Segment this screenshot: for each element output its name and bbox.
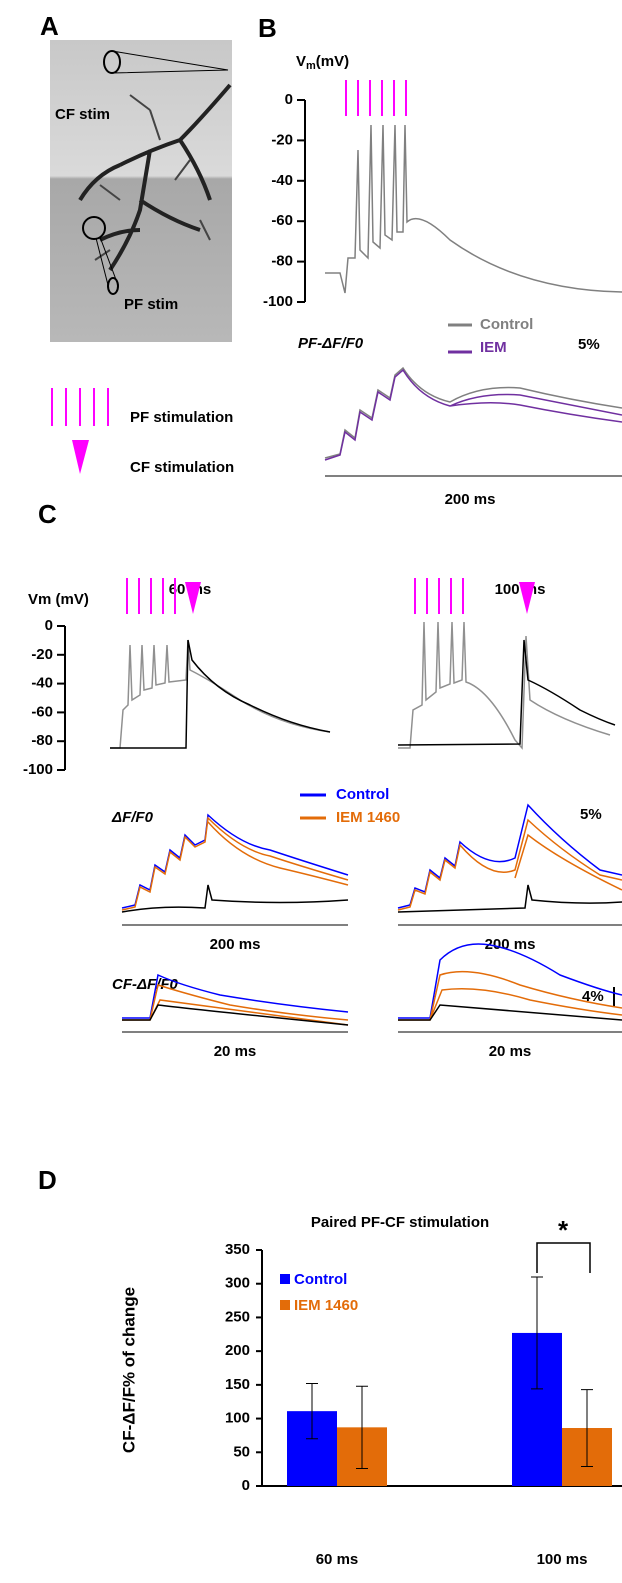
- electrode-body: [111, 50, 229, 74]
- y-tick-label: 0: [45, 617, 53, 634]
- y-tick-label: -20: [271, 131, 293, 148]
- vm-trace: [110, 639, 616, 749]
- vm-trace: [110, 621, 611, 750]
- cf-trace: [122, 943, 622, 1019]
- time-label: 200 ms: [445, 491, 496, 508]
- time-label: 200 ms: [485, 936, 536, 953]
- y-tick-label: -40: [271, 172, 293, 189]
- error-bar: [306, 1383, 318, 1440]
- legend-label: Control: [336, 786, 389, 803]
- y-tick-label: 50: [233, 1443, 250, 1460]
- scale-label: 5%: [578, 336, 600, 353]
- legend-label: IEM: [480, 339, 507, 356]
- trace-label: PF-ΔF/F0: [298, 335, 364, 352]
- panel-label: C: [38, 499, 57, 529]
- y-tick-label: -60: [271, 212, 293, 229]
- y-tick-label: -20: [31, 646, 53, 663]
- electrode: [107, 277, 119, 295]
- label: CF stimulation: [130, 459, 234, 476]
- y-tick-label: -40: [31, 675, 53, 692]
- y-tick-label: 200: [225, 1342, 250, 1359]
- cf-stim-icon: [72, 440, 89, 474]
- unit: (mV): [316, 53, 349, 70]
- legend-label: IEM 1460: [336, 809, 400, 826]
- y-tick-label: 300: [225, 1275, 250, 1292]
- y-tick-label: 0: [285, 91, 293, 108]
- pf-stim-icon: [51, 388, 109, 426]
- axis-label: Vm(mV): [296, 53, 349, 72]
- error-bar: [581, 1389, 593, 1467]
- vm-trace: [325, 124, 622, 294]
- df-trace: [121, 884, 622, 913]
- trace-label: ΔF/F0: [111, 809, 154, 826]
- stim-marks: [345, 80, 407, 116]
- axis-label: Vm (mV): [28, 591, 89, 608]
- error-bar: [356, 1385, 368, 1469]
- y-tick-label: -80: [31, 732, 53, 749]
- panel-label: D: [38, 1165, 57, 1195]
- neuron: [78, 83, 232, 272]
- y-tick-label: 0: [242, 1477, 250, 1494]
- y-tick-label: -60: [31, 703, 53, 720]
- x-tick-label: 100 ms: [537, 1551, 588, 1568]
- df-trace: [121, 816, 622, 911]
- significance-bracket: [536, 1242, 591, 1273]
- error-bar: [531, 1276, 543, 1390]
- trace-label: CF-ΔF/F0: [112, 976, 179, 993]
- y-axis-label: CF-ΔF/F% of change: [119, 1287, 138, 1453]
- y-tick-label: -80: [271, 253, 293, 270]
- label: CF stim: [55, 106, 110, 123]
- label: PF stimulation: [130, 409, 233, 426]
- annotation: *: [558, 1215, 569, 1245]
- electrode-body: [95, 236, 119, 286]
- stim-marks: [126, 578, 464, 614]
- subscript: m: [306, 60, 316, 72]
- time-label: 200 ms: [210, 936, 261, 953]
- y-tick-label: -100: [263, 293, 293, 310]
- time-label: 20 ms: [214, 1043, 257, 1060]
- panel-label: B: [258, 13, 277, 43]
- panel-label: A: [40, 11, 59, 41]
- legend-label: IEM 1460: [294, 1297, 358, 1314]
- legend-swatch: [280, 1300, 290, 1310]
- pf-site: [82, 216, 106, 240]
- y-tick-label: 250: [225, 1308, 250, 1325]
- label: PF stim: [124, 296, 178, 313]
- df-trace: [324, 368, 622, 461]
- chart-title: Paired PF-CF stimulation: [311, 1214, 489, 1231]
- x-tick-label: 60 ms: [316, 1551, 359, 1568]
- dendrites: [94, 94, 211, 261]
- time-label: 20 ms: [489, 1043, 532, 1060]
- df-trace: [324, 366, 622, 459]
- micrograph: [50, 40, 232, 342]
- scale-label: 4%: [582, 988, 604, 1005]
- cf-trace: [122, 1004, 622, 1026]
- y-tick-label: 150: [225, 1376, 250, 1393]
- y-tick-label: 100: [225, 1410, 250, 1427]
- symbol: V: [296, 53, 306, 70]
- legend-label: Control: [480, 316, 533, 333]
- cf-stim-icon: [185, 582, 535, 614]
- legend-label: Control: [294, 1271, 347, 1288]
- scale-label: 5%: [580, 806, 602, 823]
- legend-swatch: [280, 1274, 290, 1284]
- y-tick-label: 350: [225, 1241, 250, 1258]
- cf-trace: [122, 970, 622, 1026]
- y-tick-label: -100: [23, 761, 53, 778]
